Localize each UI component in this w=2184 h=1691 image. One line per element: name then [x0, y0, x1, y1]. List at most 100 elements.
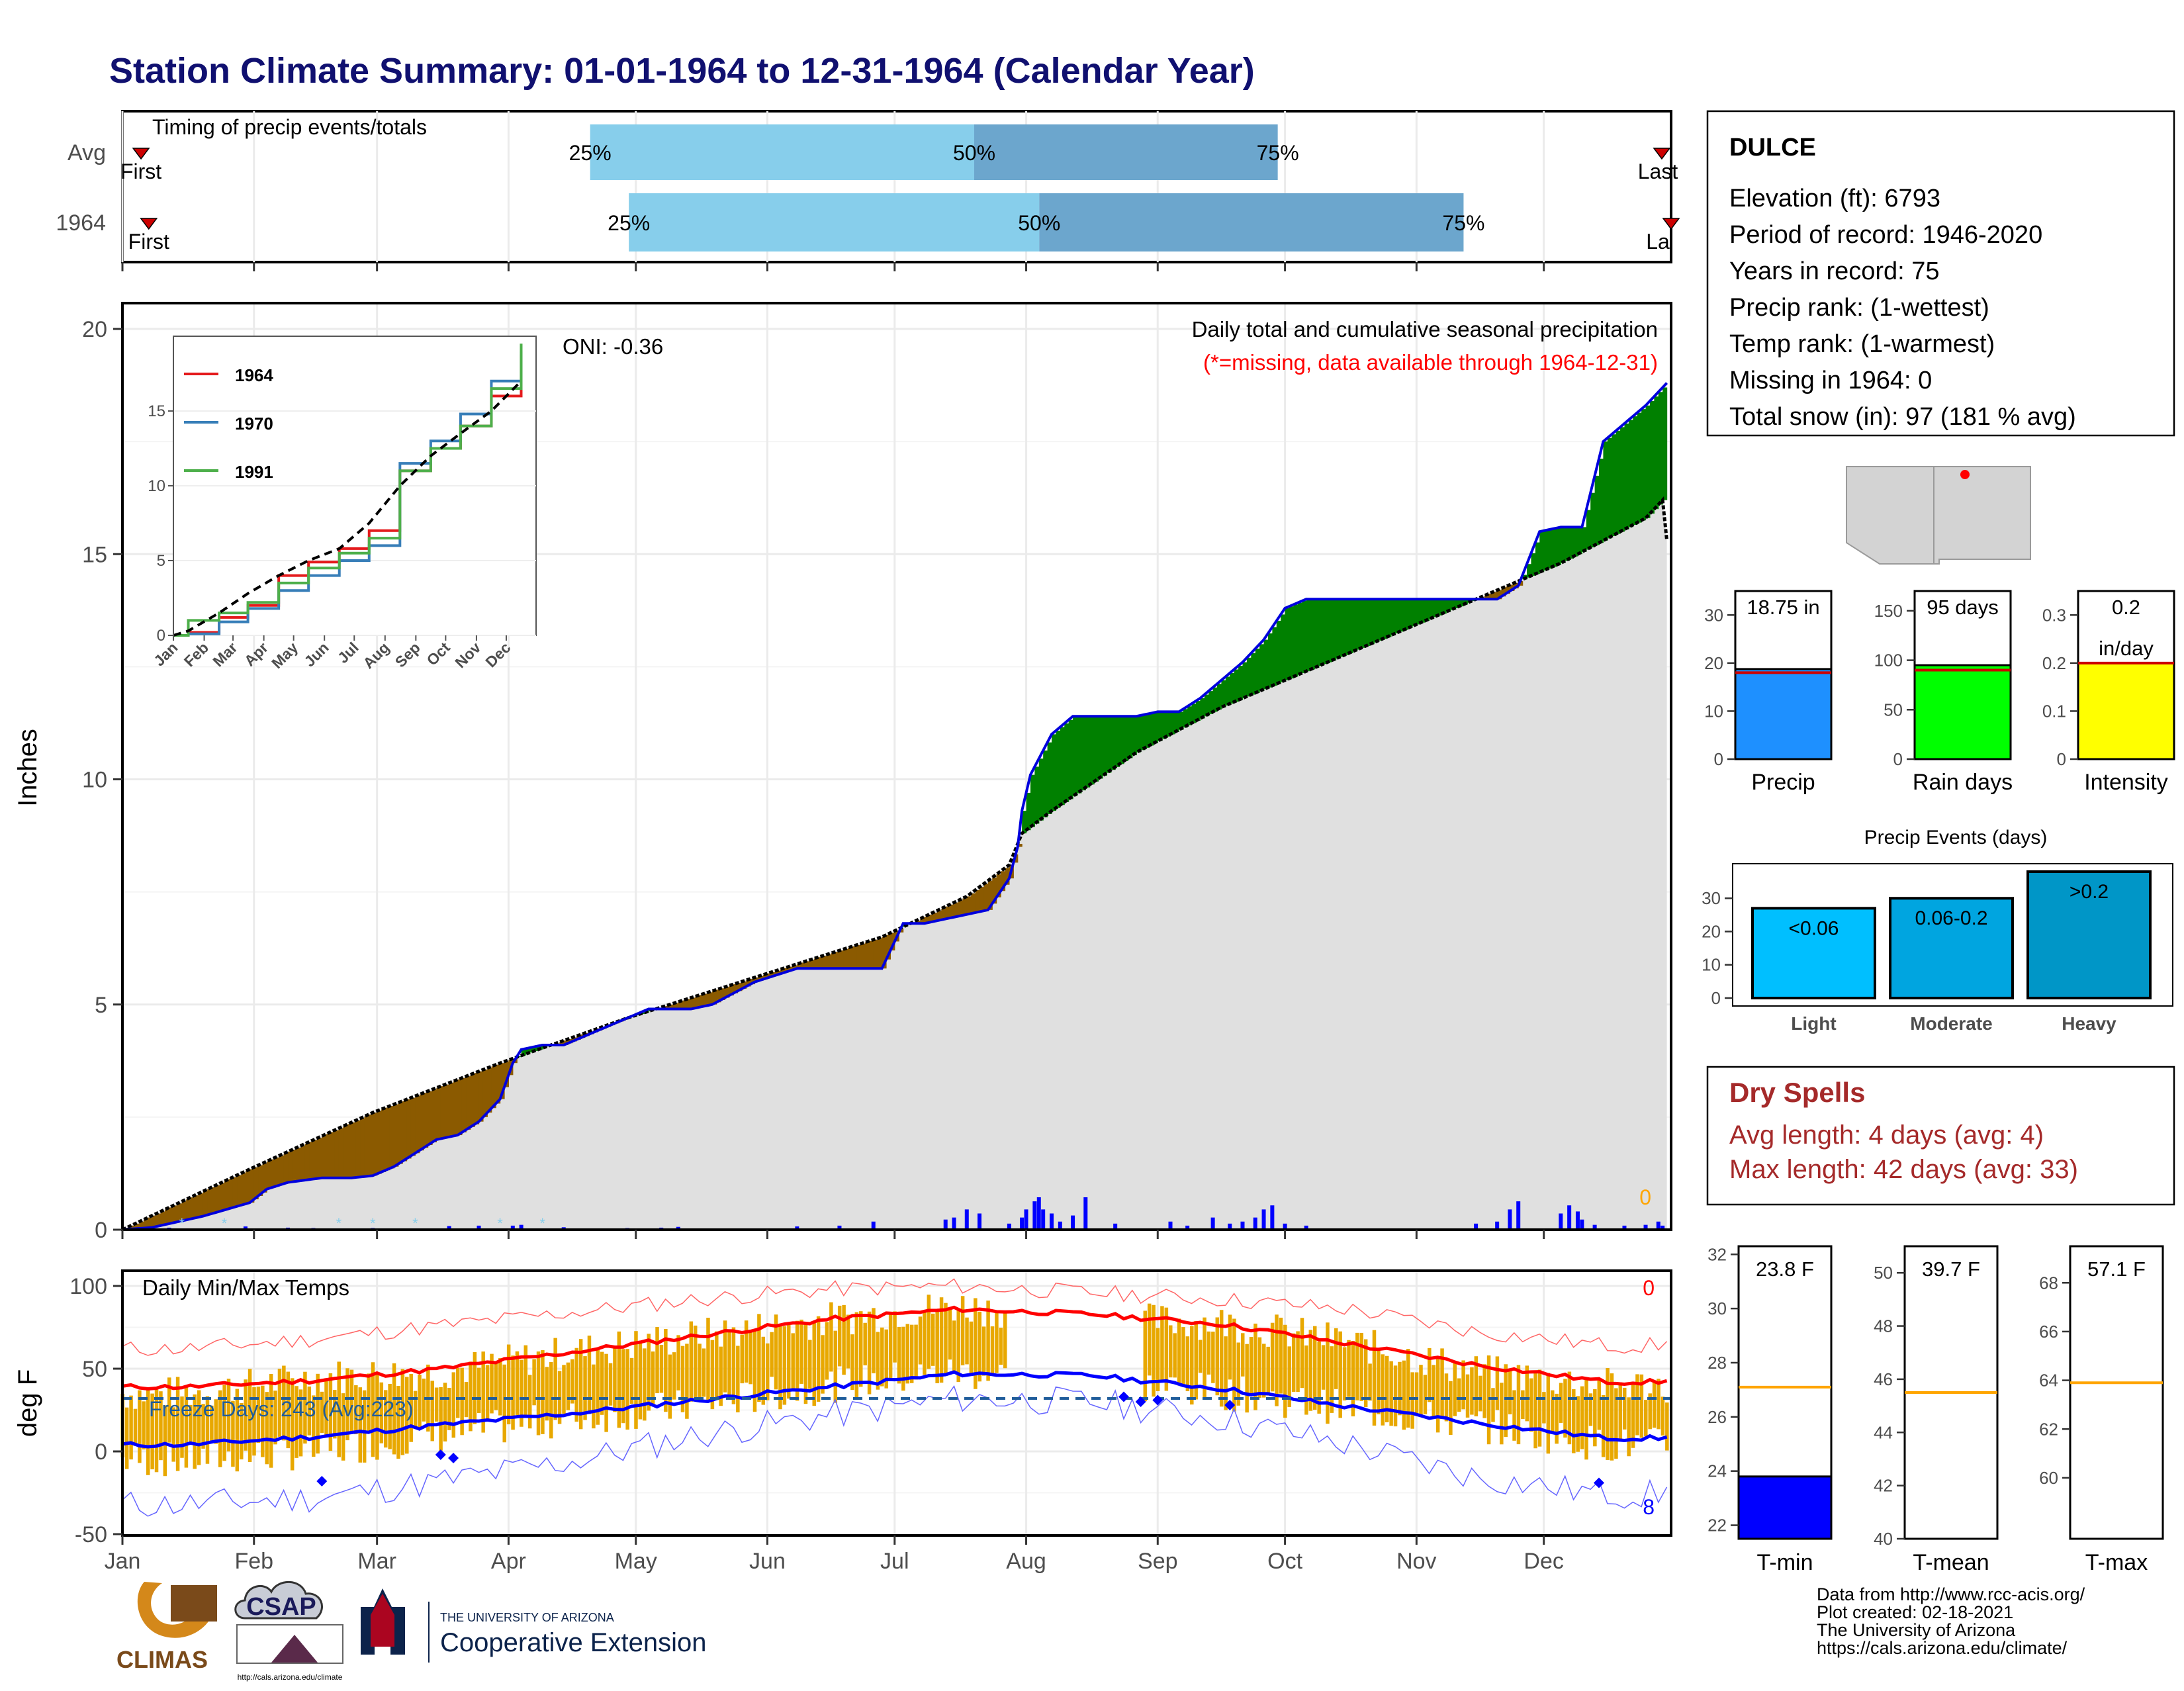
daily-precip-bar-17 — [944, 1220, 948, 1230]
temp-range-bar-204 — [982, 1326, 986, 1375]
precip-diff-band-352 — [1616, 431, 1621, 534]
temp-range-bar-107 — [570, 1359, 574, 1404]
daily-precip-bar-18 — [952, 1218, 956, 1230]
precip-diff-band-40 — [292, 1150, 296, 1182]
temp-range-bar-182 — [889, 1313, 893, 1378]
temp-range-bar-179 — [876, 1332, 880, 1389]
precip-y-tick-label-0: 0 — [95, 1218, 107, 1243]
temp-range-bar-122 — [634, 1331, 638, 1429]
temp-range-bar-185 — [901, 1327, 905, 1391]
daily-precip-bar-48 — [1576, 1211, 1580, 1230]
precip-diff-band-85 — [483, 1070, 488, 1117]
ua-small-text: THE UNIVERSITY OF ARIZONA — [440, 1611, 614, 1624]
event-tick-label-2: 20 — [1702, 921, 1721, 941]
precip-diff-band-343 — [1578, 527, 1582, 554]
temp-range-bar-301 — [1394, 1365, 1398, 1426]
precip-diff-band-340 — [1565, 527, 1570, 561]
precip-diff-band-289 — [1349, 599, 1353, 653]
temp-range-bar-101 — [545, 1367, 549, 1420]
temp-range-bar-314 — [1449, 1381, 1453, 1435]
temp-range-bar-81 — [460, 1368, 464, 1436]
precip-diff-band-229 — [1094, 716, 1099, 782]
precip-diff-band-268 — [1259, 644, 1264, 691]
footer-line-2: Plot created: 02-18-2021 — [1817, 1602, 2013, 1622]
precip-diff-band-277 — [1298, 603, 1302, 675]
precip-diff-band-361 — [1654, 396, 1659, 509]
station-name: DULCE — [1729, 134, 1816, 161]
temp-range-bar-106 — [567, 1363, 570, 1410]
temp-range-bar-309 — [1428, 1348, 1432, 1402]
temp-range-bar-362 — [1653, 1380, 1657, 1428]
precip-diff-band-346 — [1590, 493, 1595, 547]
precip-diff-band-48 — [326, 1134, 331, 1178]
precip-diff-band-56 — [360, 1119, 365, 1177]
temp-range-bar-147 — [741, 1335, 745, 1383]
footer-line-3: The University of Arizona — [1817, 1620, 2016, 1640]
temp-range-bar-168 — [829, 1303, 833, 1372]
temp-range-bar-87 — [486, 1365, 490, 1421]
temp-summary-tick-label-1-4: 48 — [1874, 1316, 1893, 1336]
precip-diff-band-166 — [827, 954, 831, 968]
precip-diff-band-263 — [1238, 666, 1243, 700]
precip-diff-band-230 — [1099, 716, 1103, 778]
ua-logo: THE UNIVERSITY OF ARIZONA Cooperative Ex… — [361, 1588, 706, 1663]
precip-diff-band-264 — [1242, 663, 1247, 698]
summary-tick-label-0-1: 10 — [1704, 701, 1723, 721]
precip-diff-band-224 — [1073, 716, 1077, 796]
temp-range-bar-272 — [1271, 1323, 1275, 1392]
temp-panel-title: Daily Min/Max Temps — [142, 1275, 349, 1300]
temp-range-bar-318 — [1466, 1375, 1470, 1418]
temp-range-bar-141 — [715, 1332, 719, 1400]
precip-diff-band-336 — [1548, 530, 1553, 569]
precip-diff-band-232 — [1107, 716, 1111, 772]
temp-summary-tick-label-1-3: 46 — [1874, 1369, 1893, 1389]
temp-range-bar-154 — [770, 1332, 774, 1377]
precip-diff-band-220 — [1056, 731, 1060, 808]
daily-precip-bar-26 — [1041, 1209, 1045, 1230]
precip-diff-band-168 — [835, 952, 840, 968]
precip-diff-band-23 — [220, 1183, 224, 1211]
temp-range-bar-124 — [643, 1348, 647, 1420]
temp-summary-tick-label-2-2: 64 — [2039, 1371, 2058, 1391]
csap-logo-text: CSAP — [246, 1593, 316, 1621]
precip-diff-band-16 — [191, 1197, 195, 1219]
temp-summary-value-0: 23.8 F — [1756, 1257, 1814, 1281]
temp-range-bar-146 — [736, 1346, 740, 1412]
temp-range-bar-299 — [1385, 1356, 1389, 1422]
precip-diff-band-233 — [1111, 716, 1116, 770]
temp-range-bar-5 — [138, 1391, 142, 1463]
temp-range-bar-34 — [261, 1386, 265, 1457]
dry-spells-title: Dry Spells — [1729, 1077, 1865, 1108]
inset-y-tick-label-0: 0 — [157, 627, 165, 645]
temp-range-bar-3 — [129, 1396, 133, 1460]
precip-diff-band-234 — [1115, 716, 1120, 767]
timing-last-label-0: Last — [1638, 160, 1678, 183]
precip-diff-band-356 — [1633, 416, 1637, 525]
precip-diff-band-69 — [415, 1096, 420, 1153]
precip-diff-band-223 — [1069, 720, 1073, 800]
precip-diff-band-272 — [1277, 621, 1281, 684]
month-label-jun: Jun — [749, 1549, 786, 1574]
temp-range-bar-4 — [134, 1409, 138, 1446]
precip-diff-band-278 — [1302, 601, 1306, 673]
summary-tick-label-2-1: 0.1 — [2042, 701, 2066, 721]
precip-diff-band-300 — [1395, 599, 1400, 633]
timing-row-year-label: 1964 — [56, 210, 106, 236]
precip-diff-band-57 — [364, 1117, 369, 1177]
precip-diff-band-58 — [369, 1115, 373, 1176]
temp-range-bar-99 — [537, 1351, 541, 1435]
precip-diff-band-17 — [195, 1195, 199, 1218]
temp-range-bar-354 — [1619, 1383, 1623, 1440]
temp-range-bar-169 — [834, 1331, 838, 1403]
precip-diff-band-242 — [1149, 713, 1154, 745]
precip-diff-band-26 — [233, 1177, 238, 1208]
temp-summary-tick-label-0-3: 28 — [1707, 1353, 1727, 1373]
temp-range-bar-149 — [749, 1331, 752, 1384]
precip-diff-band-74 — [436, 1088, 441, 1140]
temp-range-bar-356 — [1627, 1397, 1631, 1456]
daily-precip-bar-27 — [1050, 1214, 1054, 1230]
temp-range-bar-363 — [1657, 1379, 1661, 1429]
precip-diff-band-360 — [1650, 401, 1655, 514]
precip-diff-band-169 — [839, 950, 844, 968]
precip-diff-band-285 — [1332, 599, 1336, 661]
